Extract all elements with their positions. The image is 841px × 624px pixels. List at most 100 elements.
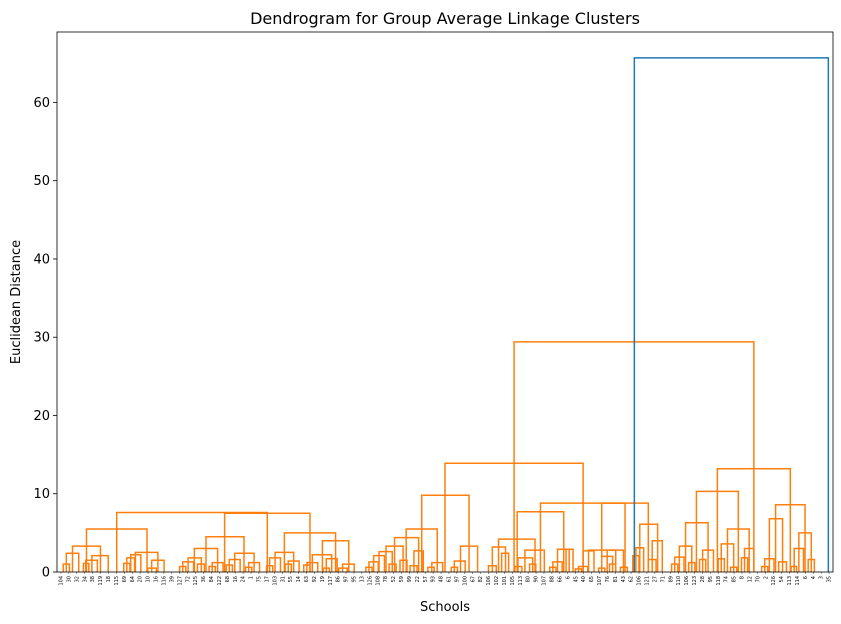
leaf-label: 31: [280, 576, 286, 582]
leaf-label: 95: [708, 576, 714, 582]
leaf-label: 12: [747, 576, 753, 582]
leaf-label: 107: [542, 576, 548, 586]
leaf-label: 19: [320, 576, 326, 582]
leaf-label: 115: [114, 576, 120, 586]
leaf-label: 82: [478, 576, 484, 582]
leaf-label: 100: [462, 576, 468, 586]
leaf-label: 65: [589, 576, 595, 582]
plot-frame: [56, 31, 834, 573]
y-tick-label: 10: [33, 487, 50, 502]
dendrogram-link: [427, 566, 435, 572]
x-axis-leaf-labels: 104 30 32 34 38 119 18 115 69 64 20 10 16 116 39 127 72 1…: [59, 572, 833, 586]
leaf-label: 28: [700, 576, 706, 582]
leaf-label: 8: [740, 576, 746, 579]
dendrogram-link: [633, 57, 830, 572]
x-axis-label: Schools: [420, 600, 470, 615]
leaf-label: 102: [494, 576, 500, 586]
dendrogram-links: [62, 57, 830, 572]
leaf-label: 93: [431, 576, 437, 582]
leaf-label: 107: [597, 576, 603, 586]
leaf-label: 2: [763, 576, 769, 579]
leaf-label: 13: [359, 576, 365, 582]
leaf-label: 27: [652, 576, 658, 582]
leaf-label: 36: [201, 576, 207, 582]
leaf-label: 114: [795, 576, 801, 586]
leaf-label: 117: [328, 576, 334, 586]
y-tick-label: 20: [33, 409, 50, 424]
leaf-label: 85: [732, 576, 738, 582]
leaf-label: 61: [447, 576, 453, 582]
leaf-label: 76: [605, 576, 611, 582]
y-tick-label: 60: [33, 96, 50, 111]
leaf-label: 116: [161, 576, 167, 586]
leaf-label: 81: [613, 576, 619, 582]
y-tick-label: 0: [42, 566, 50, 581]
leaf-label: 34: [82, 576, 88, 582]
y-axis-label: Euclidean Distance: [9, 240, 24, 364]
leaf-label: 59: [399, 576, 405, 582]
leaf-label: 78: [383, 576, 389, 582]
leaf-label: 38: [90, 576, 96, 582]
leaf-label: 63: [304, 576, 310, 582]
leaf-label: 95: [352, 576, 358, 582]
leaf-label: 122: [217, 576, 223, 586]
leaf-label: 62: [629, 576, 635, 582]
leaf-label: 16: [233, 576, 239, 582]
leaf-label: 126: [771, 576, 777, 586]
y-tick-label: 50: [33, 174, 50, 189]
leaf-label: 66: [557, 576, 563, 582]
leaf-label: 70: [755, 576, 761, 582]
leaf-label: 10: [146, 576, 152, 582]
dendrogram-link: [453, 560, 466, 572]
leaf-label: 52: [391, 576, 397, 582]
leaf-label: 86: [336, 576, 342, 582]
leaf-label: 84: [209, 576, 215, 582]
leaf-label: 48: [439, 576, 445, 582]
leaf-label: 71: [660, 576, 666, 582]
leaf-label: 106: [684, 576, 690, 586]
leaf-label: 90: [534, 576, 540, 582]
leaf-label: 74: [724, 576, 730, 582]
leaf-label: 14: [296, 576, 302, 582]
leaf-label: 55: [288, 576, 294, 582]
leaf-label: 110: [676, 576, 682, 586]
leaf-label: 18: [106, 576, 112, 582]
leaf-label: 40: [581, 576, 587, 582]
leaf-label: 121: [645, 576, 651, 586]
leaf-label: 105: [510, 576, 516, 586]
leaf-label: 88: [549, 576, 555, 582]
leaf-label: 127: [177, 576, 183, 586]
leaf-label: 20: [138, 576, 144, 582]
leaf-label: 64: [130, 576, 136, 582]
leaf-label: 126: [367, 576, 373, 586]
leaf-label: 123: [692, 576, 698, 586]
leaf-label: 16: [154, 576, 160, 582]
leaf-label: 54: [779, 576, 785, 582]
leaf-label: 89: [668, 576, 674, 582]
leaf-label: 4: [811, 576, 817, 579]
leaf-label: 119: [98, 576, 104, 586]
leaf-label: 125: [193, 576, 199, 586]
leaf-label: 6: [803, 576, 809, 579]
leaf-label: 97: [344, 576, 350, 582]
leaf-label: 43: [621, 576, 627, 582]
leaf-label: 45: [573, 576, 579, 582]
leaf-label: 32: [74, 576, 80, 582]
leaf-label: 99: [407, 576, 413, 582]
leaf-label: 22: [415, 576, 421, 582]
leaf-label: 106: [486, 576, 492, 586]
y-tick-label: 30: [33, 331, 50, 346]
leaf-label: 6: [565, 576, 571, 579]
leaf-label: 67: [470, 576, 476, 582]
leaf-label: 35: [827, 576, 833, 582]
leaf-label: 103: [272, 576, 278, 586]
leaf-label: 69: [122, 576, 128, 582]
leaf-label: 113: [787, 576, 793, 586]
leaf-label: 17: [264, 576, 270, 582]
leaf-label: 106: [637, 576, 643, 586]
leaf-label: 68: [225, 576, 231, 582]
leaf-label: 75: [257, 576, 263, 582]
leaf-label: 118: [716, 576, 722, 586]
leaf-label: 97: [454, 576, 460, 582]
